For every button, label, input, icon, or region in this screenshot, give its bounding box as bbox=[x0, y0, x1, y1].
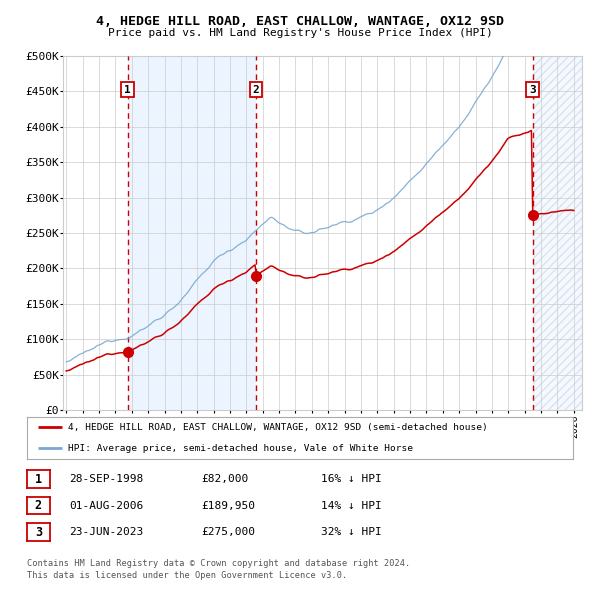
Text: 1: 1 bbox=[35, 473, 42, 486]
Text: Price paid vs. HM Land Registry's House Price Index (HPI): Price paid vs. HM Land Registry's House … bbox=[107, 28, 493, 38]
Text: £189,950: £189,950 bbox=[201, 501, 255, 510]
Text: 28-SEP-1998: 28-SEP-1998 bbox=[69, 474, 143, 484]
Text: £275,000: £275,000 bbox=[201, 527, 255, 537]
Text: 16% ↓ HPI: 16% ↓ HPI bbox=[321, 474, 382, 484]
Text: This data is licensed under the Open Government Licence v3.0.: This data is licensed under the Open Gov… bbox=[27, 571, 347, 580]
Text: 14% ↓ HPI: 14% ↓ HPI bbox=[321, 501, 382, 510]
Text: 2: 2 bbox=[253, 85, 259, 94]
Text: 4, HEDGE HILL ROAD, EAST CHALLOW, WANTAGE, OX12 9SD: 4, HEDGE HILL ROAD, EAST CHALLOW, WANTAG… bbox=[96, 15, 504, 28]
Text: 2: 2 bbox=[35, 499, 42, 512]
Text: Contains HM Land Registry data © Crown copyright and database right 2024.: Contains HM Land Registry data © Crown c… bbox=[27, 559, 410, 568]
Text: 32% ↓ HPI: 32% ↓ HPI bbox=[321, 527, 382, 537]
Text: 23-JUN-2023: 23-JUN-2023 bbox=[69, 527, 143, 537]
Text: 3: 3 bbox=[35, 526, 42, 539]
Text: £82,000: £82,000 bbox=[201, 474, 248, 484]
Bar bbox=[533, 56, 582, 410]
Text: 01-AUG-2006: 01-AUG-2006 bbox=[69, 501, 143, 510]
Text: 1: 1 bbox=[124, 85, 131, 94]
Text: HPI: Average price, semi-detached house, Vale of White Horse: HPI: Average price, semi-detached house,… bbox=[68, 444, 413, 453]
Text: 3: 3 bbox=[529, 85, 536, 94]
Text: 4, HEDGE HILL ROAD, EAST CHALLOW, WANTAGE, OX12 9SD (semi-detached house): 4, HEDGE HILL ROAD, EAST CHALLOW, WANTAG… bbox=[68, 422, 488, 432]
Bar bbox=[128, 56, 256, 410]
